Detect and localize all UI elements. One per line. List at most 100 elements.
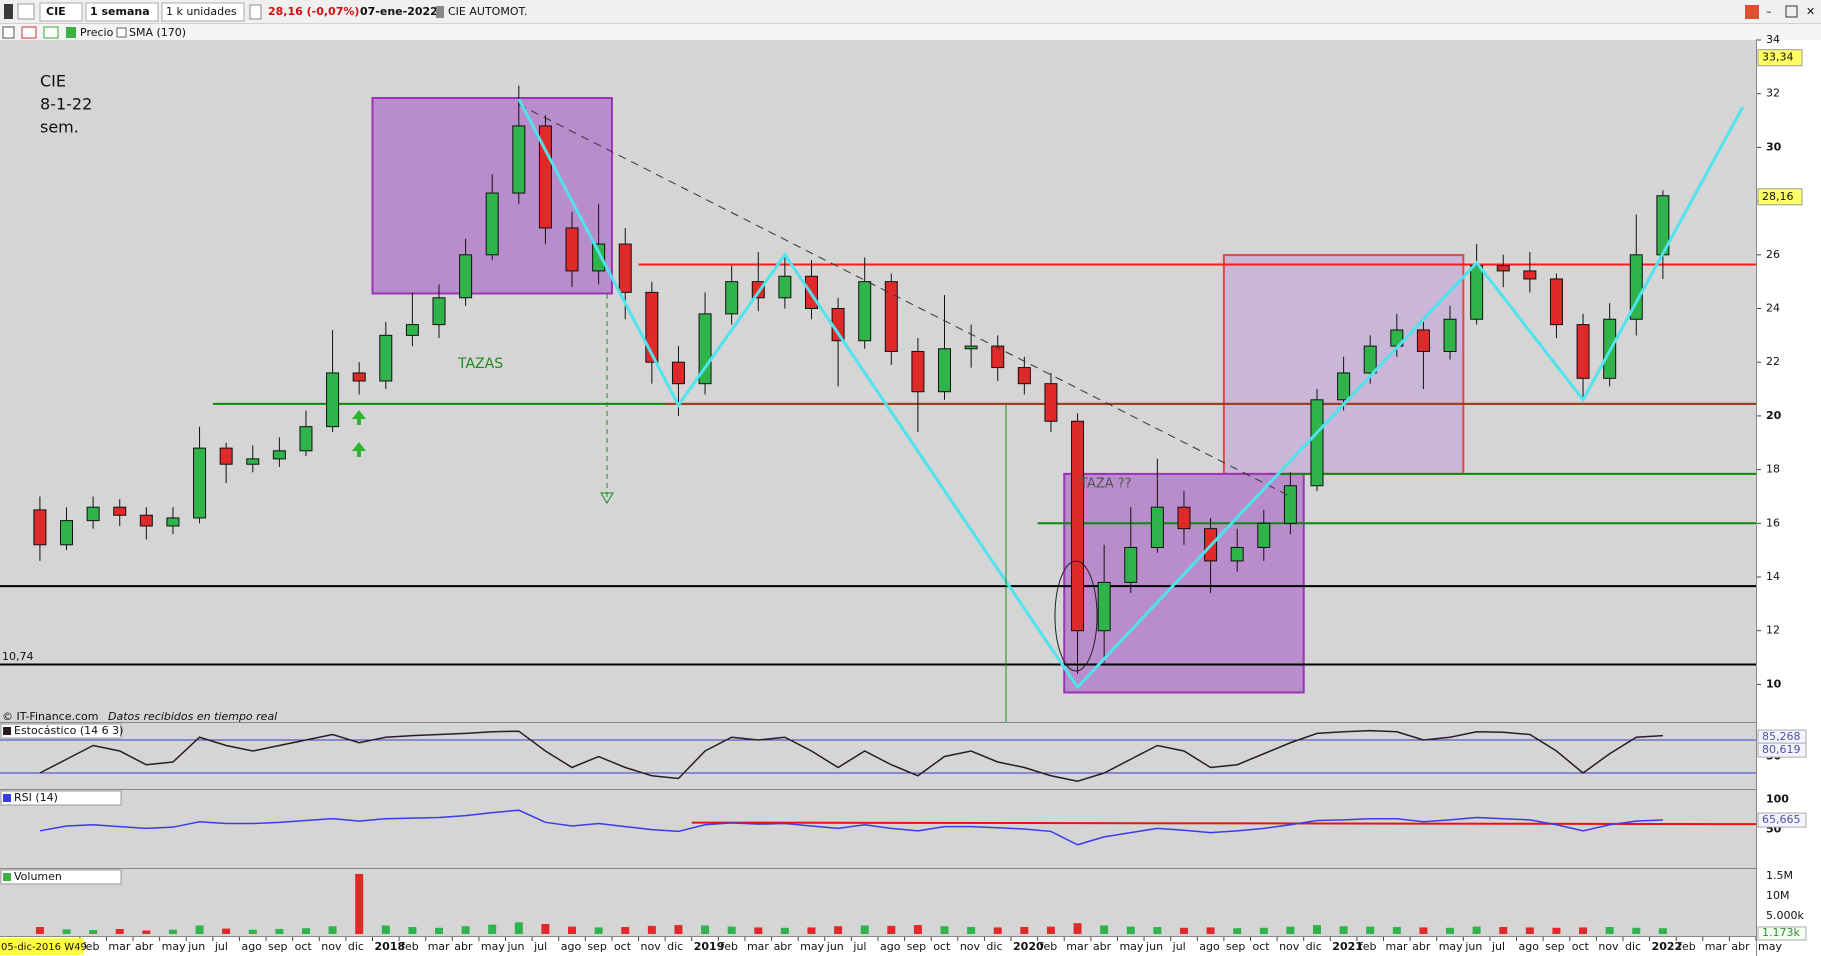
candle-body (1416, 329, 1430, 352)
x-tick-label: jul (852, 940, 866, 953)
volume-bar (248, 929, 257, 934)
period[interactable]: 1 semana (90, 5, 150, 18)
x-tick-label: nov (1279, 940, 1300, 953)
zigzag (517, 98, 1745, 690)
volume-bar (1499, 927, 1508, 934)
x-tick-label: abr (135, 940, 154, 953)
instrument-name: CIE AUTOMOT. (448, 5, 527, 18)
volume-bar (461, 926, 470, 934)
add-button[interactable] (2, 26, 15, 39)
tazas-label: TAZAS (457, 356, 503, 372)
panel-title: Volumen (14, 870, 62, 883)
panel-header-box (0, 723, 122, 739)
volume-bar (1605, 927, 1614, 934)
volume-bar (860, 925, 869, 934)
refresh-icon[interactable] (1745, 5, 1759, 19)
candle-body (645, 291, 659, 363)
units-box[interactable] (161, 2, 245, 22)
candle-body (139, 514, 153, 527)
quote-date: 07-ene-2022 (360, 5, 438, 18)
candle-body (33, 509, 47, 546)
y-tick-label: 10 (1766, 677, 1782, 690)
candle-body (698, 313, 712, 385)
minimize[interactable]: – (1766, 5, 1772, 18)
volume-bar (1046, 926, 1055, 934)
candle-body (1257, 522, 1271, 548)
indicator[interactable]: SMA (170) (129, 26, 186, 39)
volume-bar (89, 930, 98, 934)
x-axis-band (0, 937, 1756, 956)
price-label-box (1757, 188, 1803, 206)
x-tick-label: feb (1678, 940, 1696, 953)
x-tick-label: ago (880, 940, 901, 953)
volume-bar (1552, 927, 1561, 934)
panel-header-box (0, 869, 122, 885)
chart-type-icon[interactable] (4, 4, 13, 19)
volume-bar (1286, 926, 1295, 934)
taza-label: TAZA ?? (1079, 477, 1132, 492)
x-tick-label: feb (401, 940, 419, 953)
panel-swatch (3, 727, 11, 735)
x-tick-label: dic (348, 940, 364, 953)
note: CIE (40, 72, 66, 91)
info-icon[interactable] (249, 4, 262, 20)
x-tick-label: nov (641, 940, 662, 953)
indicator[interactable]: Precio (80, 26, 114, 39)
remove-button[interactable] (21, 26, 37, 39)
volume-bar (967, 927, 976, 934)
x-tick-label: abr (1412, 940, 1431, 953)
stochastic-panel (0, 723, 1756, 789)
settings-button[interactable] (43, 26, 59, 39)
toolbar (0, 0, 1821, 24)
volume-bar (168, 929, 177, 934)
candle-body (592, 243, 606, 272)
x-tick-label: abr (1093, 940, 1112, 953)
x-tick-label: may (1758, 940, 1782, 953)
candle-body (193, 447, 207, 519)
x-tick-label: dic (1625, 940, 1641, 953)
x-tick-label: 2018 (374, 940, 405, 953)
x-tick-label: oct (295, 940, 313, 953)
maximize[interactable] (1785, 5, 1798, 18)
quote: 28,16 (-0,07%) (268, 5, 359, 18)
candle-body (911, 350, 925, 393)
price-swatch (66, 27, 76, 38)
candle-body (1177, 506, 1191, 530)
up-arrow (352, 410, 366, 425)
units[interactable]: 1 k unidades (166, 5, 237, 18)
x-tick-label: 2021 (1332, 940, 1363, 953)
candle-body (299, 426, 313, 452)
volume-bar (1100, 925, 1109, 934)
price-panel (0, 40, 1756, 722)
volume-bar (647, 925, 656, 934)
candle-body (671, 361, 685, 385)
last-value-box (1757, 812, 1807, 828)
last-value: 85,268 (1762, 730, 1801, 743)
x-tick-label: sep (1545, 940, 1564, 953)
period-box[interactable] (85, 2, 159, 22)
x-tick-label: mar (1066, 940, 1088, 953)
x-tick-label: oct (1572, 940, 1590, 953)
x-tick-label: may (162, 940, 186, 953)
y-tick-label: 18 (1766, 463, 1780, 476)
symbol-box[interactable] (39, 2, 83, 22)
close[interactable]: ✕ (1806, 5, 1815, 18)
symbol-icon[interactable] (17, 3, 35, 20)
low-ellipse (1054, 560, 1098, 672)
symbol[interactable]: CIE (46, 5, 66, 18)
candle-body (964, 345, 978, 350)
up-arrow (352, 442, 366, 457)
trendline (691, 821, 1757, 826)
candle-body (1549, 278, 1563, 326)
x-tick-label: feb (720, 940, 738, 953)
x-tick-label: ago (1519, 940, 1540, 953)
volume-bar (301, 928, 310, 934)
x-tick-label: oct (1252, 940, 1270, 953)
volume-bar (727, 926, 736, 934)
volume-bar (115, 928, 124, 934)
x-tick-label: sep (1226, 940, 1245, 953)
volume-bar (701, 925, 710, 934)
volume-bar (1339, 926, 1348, 934)
candle-body (219, 447, 233, 465)
